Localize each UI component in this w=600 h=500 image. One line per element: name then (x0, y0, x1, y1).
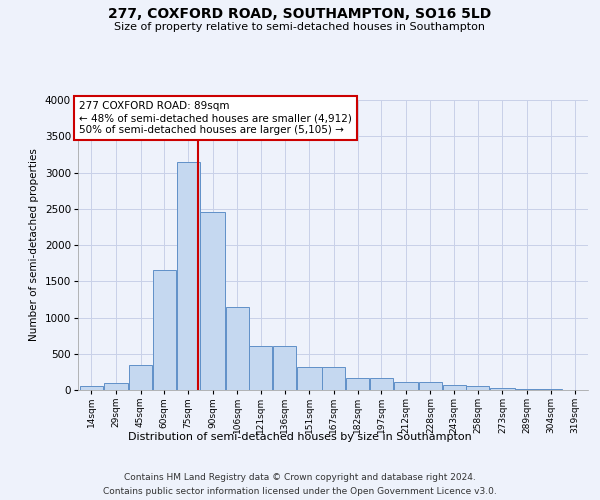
Bar (466, 386, 490, 390)
Bar (250, 346, 272, 390)
Text: Size of property relative to semi-detached houses in Southampton: Size of property relative to semi-detach… (115, 22, 485, 32)
Bar (322, 367, 346, 390)
Text: 277, COXFORD ROAD, SOUTHAMPTON, SO16 5LD: 277, COXFORD ROAD, SOUTHAMPTON, SO16 5LD (109, 8, 491, 22)
Text: Contains public sector information licensed under the Open Government Licence v3: Contains public sector information licen… (103, 488, 497, 496)
Bar (226, 306, 248, 390)
Y-axis label: Number of semi-detached properties: Number of semi-detached properties (29, 148, 39, 342)
Bar (346, 378, 369, 390)
Text: Contains HM Land Registry data © Crown copyright and database right 2024.: Contains HM Land Registry data © Crown c… (124, 472, 476, 482)
Bar (129, 364, 152, 390)
Bar (297, 367, 322, 390)
Bar (443, 385, 466, 390)
Bar (104, 383, 128, 390)
Text: Distribution of semi-detached houses by size in Southampton: Distribution of semi-detached houses by … (128, 432, 472, 442)
Bar (153, 270, 176, 390)
Bar (515, 389, 539, 390)
Bar (176, 162, 200, 390)
Bar (370, 378, 393, 390)
Bar (419, 382, 442, 390)
Bar (394, 382, 418, 390)
Bar (80, 386, 103, 390)
Text: 277 COXFORD ROAD: 89sqm
← 48% of semi-detached houses are smaller (4,912)
50% of: 277 COXFORD ROAD: 89sqm ← 48% of semi-de… (79, 102, 352, 134)
Bar (200, 212, 225, 390)
Bar (490, 388, 515, 390)
Bar (273, 346, 296, 390)
